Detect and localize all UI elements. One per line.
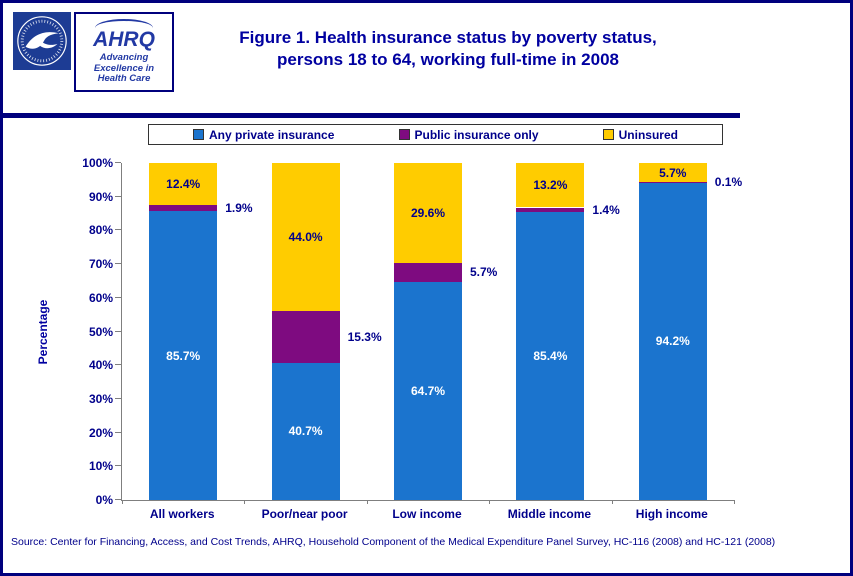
x-axis-tick-mark [611, 500, 613, 504]
y-axis-tick-label: 90% [88, 189, 113, 204]
bar-value-label: 64.7% [410, 383, 446, 398]
bar-segment [516, 207, 585, 213]
y-axis-tick-label: 60% [88, 290, 113, 305]
y-axis-tick-label: 40% [88, 358, 113, 373]
y-axis-tick-mark [115, 499, 121, 500]
x-axis-category-label: All workers [149, 507, 215, 521]
x-axis-category-labels: All workers Poor/near poor Low income Middl… [121, 507, 733, 525]
hhs-seal-icon [13, 12, 71, 70]
bar-segment [271, 362, 340, 500]
x-axis-tick-mark [122, 500, 123, 504]
legend-swatch-icon [602, 129, 614, 140]
source-note: Source: Center for Financing, Access, an… [11, 536, 776, 548]
y-axis-tick-mark [115, 296, 121, 298]
x-axis-category-label: Low income [392, 507, 462, 521]
y-axis-tick-mark [115, 397, 121, 399]
bar-value-label: 0.1% [714, 175, 743, 190]
y-axis-tick-mark [115, 229, 121, 231]
y-axis-tick-label: 30% [88, 391, 113, 406]
bar-segment [149, 211, 218, 500]
figure-title-line2: persons 18 to 64, working full-time in 2… [277, 50, 619, 69]
bar-value-label: 13.2% [533, 178, 568, 193]
chart-legend: Any private insurance Public insurance on… [148, 124, 723, 145]
x-axis-tick-mark [244, 500, 246, 504]
bar-segment [638, 163, 707, 183]
y-axis-tick-mark [115, 330, 121, 332]
bar-segment [394, 163, 462, 263]
y-axis-tick-mark [115, 431, 121, 433]
x-axis-category-label: Poor/near poor [261, 507, 348, 521]
legend-item-0: Any private insurance [193, 128, 334, 142]
figure-title: Figure 1. Health insurance status by pov… [178, 27, 718, 71]
bar-segment [394, 281, 462, 500]
bar-value-label: 5.7% [470, 265, 498, 280]
bar-value-label: 29.6% [410, 205, 446, 220]
legend-label: Any private insurance [209, 127, 335, 142]
ahrq-logo-text: AHRQ [93, 28, 155, 52]
legend-swatch-icon [398, 129, 410, 140]
bar-value-label: 12.4% [166, 176, 201, 191]
bar-value-label: 1.9% [225, 201, 253, 215]
x-axis-tick-mark [366, 500, 368, 504]
y-axis-tick-mark [115, 195, 121, 197]
y-axis-tick-label: 0% [95, 493, 113, 507]
y-axis-tick-mark [115, 465, 121, 467]
y-axis-tick-label: 50% [88, 324, 113, 339]
ahrq-logo: AHRQ Advancing Excellence in Health Care [74, 12, 174, 92]
plot-area: 85.7% 1.9% 12.4% 40.7% 15.3% 44.0% 64.7% 5.7% 29… [115, 162, 742, 504]
y-axis-tick-label: 80% [88, 223, 113, 238]
y-axis-title: Percentage [36, 299, 50, 365]
header-divider [3, 113, 740, 118]
y-axis-tick-label: 70% [88, 257, 113, 272]
y-axis-tick-labels: 0% 10% 20% 30% 40% 50% 60% 70% 80% 90% 100% [63, 156, 115, 507]
bar-segment [516, 212, 585, 500]
y-axis-tick-mark [115, 162, 121, 163]
legend-item-1: Public insurance only [398, 127, 539, 142]
ahrq-tagline: Advancing Excellence in Health Care [93, 52, 155, 85]
legend-label: Uninsured [618, 127, 678, 142]
bar-value-label: 40.7% [288, 424, 323, 439]
y-axis-tick-label: 10% [88, 459, 113, 474]
bar-value-label: 1.4% [592, 202, 620, 217]
bar-value-label: 85.4% [533, 349, 568, 364]
bar-value-label: 5.7% [659, 165, 687, 180]
x-axis-tick-mark [734, 500, 735, 504]
bar-segment [271, 311, 340, 363]
bar-segment [394, 262, 462, 282]
bar-segment [149, 204, 218, 212]
y-axis-tick-label: 20% [88, 425, 113, 440]
y-axis-tick-label: 100% [82, 156, 113, 170]
bar-segment [638, 182, 707, 500]
bar-value-label: 44.0% [288, 230, 323, 245]
x-axis-category-label: High income [635, 507, 708, 521]
y-axis-tick-mark [115, 263, 121, 265]
legend-swatch-icon [193, 129, 204, 140]
x-axis-tick-mark [489, 500, 491, 504]
hhs-logo [13, 12, 71, 70]
bar-segment [516, 163, 585, 208]
bar-segment [271, 163, 340, 312]
figure-title-line1: Figure 1. Health insurance status by pov… [239, 28, 657, 47]
x-axis-category-label: Middle income [507, 507, 592, 521]
bar-value-label: 94.2% [655, 334, 690, 349]
legend-label: Public insurance only [414, 127, 539, 142]
legend-item-2: Uninsured [602, 127, 678, 142]
bar-segment [149, 163, 218, 205]
y-axis-tick-mark [115, 364, 121, 366]
bar-value-label: 15.3% [347, 330, 382, 345]
ahrq-swoosh-icon [95, 19, 153, 28]
bar-value-label: 85.7% [166, 348, 201, 363]
